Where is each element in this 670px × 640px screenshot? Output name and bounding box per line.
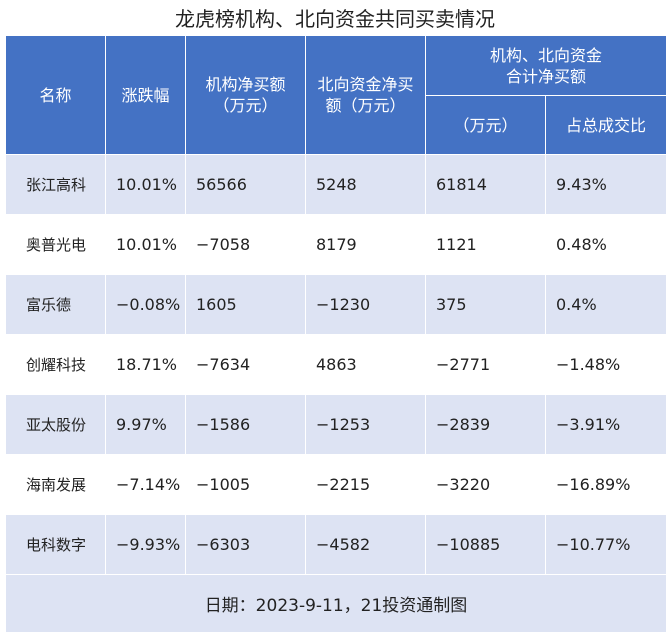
table-row: 创耀科技 18.71% −7634 4863 −2771 −1.48% [5,334,668,395]
cell-north-net: −4582 [305,514,426,575]
table-row: 电科数字 −9.93% −6303 −4582 −10885 −10.77% [5,514,668,575]
cell-change: 10.01% [105,214,186,275]
cell-inst-net: −7634 [185,334,306,395]
header-change: 涨跌幅 [105,35,186,155]
cell-combined: −3220 [425,454,546,515]
cell-combined: −2771 [425,334,546,395]
cell-inst-net: 1605 [185,274,306,335]
cell-ratio: −16.89% [544,454,668,515]
header-north-net: 北向资金净买 额（万元） [305,35,426,155]
header-combined-group: 机构、北向资金 合计净买额 [424,35,668,96]
cell-change: 18.71% [105,334,186,395]
cell-north-net: 4863 [305,334,426,395]
footer-caption: 日期：2023-9-11，21投资通制图 [4,574,668,633]
cell-change: 10.01% [105,154,186,215]
cell-ratio: −10.77% [544,514,668,575]
cell-ratio: −3.91% [544,394,668,455]
header-combined-amount: （万元） [425,95,546,155]
cell-combined: 375 [425,274,546,335]
table-title: 龙虎榜机构、北向资金共同买卖情况 [175,7,495,31]
cell-change: −0.08% [105,274,186,335]
cell-name: 电科数字 [5,514,106,575]
cell-inst-net: −1586 [185,394,306,455]
cell-north-net: 8179 [305,214,426,275]
header-inst-net: 机构净买额 （万元） [185,35,306,155]
cell-inst-net: 56566 [185,154,306,215]
table-row: 亚太股份 9.97% −1586 −1253 −2839 −3.91% [5,394,668,455]
data-table: 名称 涨跌幅 机构净买额 （万元） 北向资金净买 额（万元） 机构、北向资金 合… [4,35,668,633]
cell-ratio: 9.43% [544,154,668,215]
table-row: 海南发展 −7.14% −1005 −2215 −3220 −16.89% [5,454,668,515]
cell-inst-net: −7058 [185,214,306,275]
table-row: 富乐德 −0.08% 1605 −1230 375 0.4% [5,274,668,335]
cell-ratio: 0.4% [544,274,668,335]
header-name: 名称 [5,35,106,155]
cell-name: 富乐德 [5,274,106,335]
cell-name: 奥普光电 [5,214,106,275]
cell-name: 张江高科 [5,154,106,215]
cell-change: −9.93% [105,514,186,575]
cell-inst-net: −1005 [185,454,306,515]
table-row: 张江高科 10.01% 56566 5248 61814 9.43% [5,154,668,215]
cell-north-net: 5248 [305,154,426,215]
cell-combined: 1121 [425,214,546,275]
cell-name: 亚太股份 [5,394,106,455]
cell-change: −7.14% [105,454,186,515]
cell-ratio: −1.48% [544,334,668,395]
cell-ratio: 0.48% [544,214,668,275]
cell-north-net: −2215 [305,454,426,515]
cell-name: 海南发展 [5,454,106,515]
cell-name: 创耀科技 [5,334,106,395]
cell-inst-net: −6303 [185,514,306,575]
cell-combined: −10885 [425,514,546,575]
cell-combined: 61814 [425,154,546,215]
table-row: 奥普光电 10.01% −7058 8179 1121 0.48% [5,214,668,275]
cell-north-net: −1230 [305,274,426,335]
cell-change: 9.97% [105,394,186,455]
header-turnover-ratio: 占总成交比 [544,95,668,155]
cell-north-net: −1253 [305,394,426,455]
cell-combined: −2839 [425,394,546,455]
